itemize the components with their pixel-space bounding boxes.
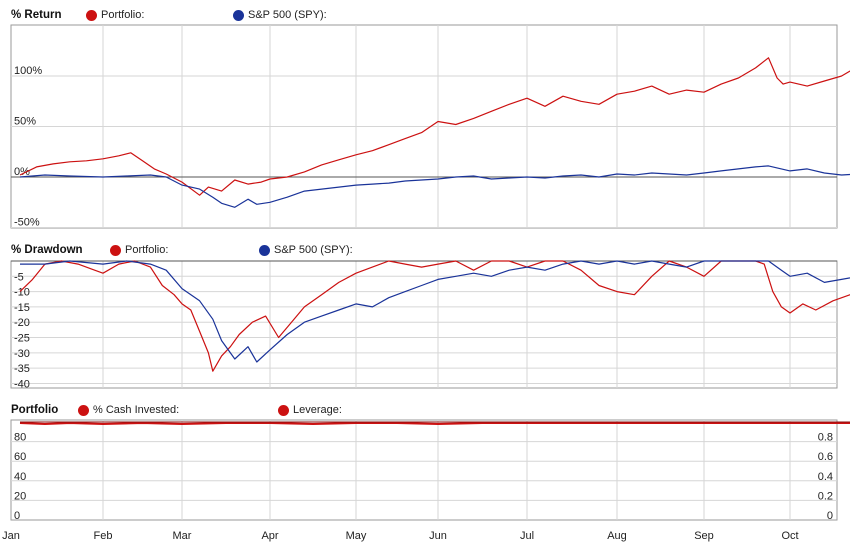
portfolio-y-tick-label-left: 0: [14, 510, 20, 522]
portfolio-y-tick-label-left: 80: [14, 432, 26, 444]
portfolio-legend: Portfolio % Cash Invested: Leverage:: [0, 402, 850, 418]
drawdown-legend-spy: S&P 500 (SPY):: [259, 244, 353, 256]
drawdown-y-tick-label: -10: [14, 287, 30, 299]
x-tick-label-jan: Jan: [2, 530, 20, 542]
x-tick-label-apr: Apr: [261, 530, 278, 542]
x-tick-label-feb: Feb: [94, 530, 113, 542]
portfolio-y-tick-label-right: 0: [827, 510, 833, 522]
drawdown-y-tick-label: -30: [14, 348, 30, 360]
portfolio-cash-invested-line: [19, 422, 850, 425]
portfolio-legend-cash: % Cash Invested:: [78, 404, 179, 416]
portfolio-legend-cash-label: % Cash Invested:: [93, 404, 180, 416]
return-spy-line: [19, 165, 850, 208]
drawdown-y-tick-label: -25: [14, 333, 30, 345]
return-title: % Return: [11, 9, 62, 21]
x-tick-label-jul: Jul: [520, 530, 534, 542]
portfolio-y-tick-label-right: 0.6: [818, 451, 833, 463]
drawdown-legend: % Drawdown Portfolio: S&P 500 (SPY):: [0, 242, 850, 258]
portfolio-y-tick-label-left: 40: [14, 471, 26, 483]
drawdown-y-tick-label: -15: [14, 302, 30, 314]
x-tick-label-may: May: [346, 530, 367, 542]
portfolio-dot-icon: [110, 244, 121, 256]
drawdown-panel-frame: [10, 260, 838, 389]
return-y-tick-label: 50%: [14, 116, 36, 128]
cash-dot-icon: [78, 404, 89, 416]
drawdown-spy-line: [20, 260, 850, 363]
drawdown-title: % Drawdown: [11, 244, 83, 256]
portfolio-panel-frame: [10, 419, 838, 521]
x-tick-label-sep: Sep: [694, 530, 714, 542]
leverage-dot-icon: [278, 404, 289, 416]
return-legend-spy-label: S&P 500 (SPY):: [248, 9, 327, 21]
x-tick-label-oct: Oct: [781, 530, 798, 542]
spy-dot-icon: [233, 9, 244, 21]
drawdown-portfolio-line: [19, 260, 850, 372]
portfolio-dot-icon: [86, 9, 97, 21]
drawdown-y-tick-label: -5: [14, 271, 24, 283]
return-legend-portfolio-label: Portfolio:: [101, 9, 145, 21]
return-legend-portfolio: Portfolio:: [86, 9, 144, 21]
drawdown-y-tick-label: -35: [14, 363, 30, 375]
portfolio-y-tick-label-right: 0.2: [818, 490, 833, 502]
return-legend: % Return Portfolio: S&P 500 (SPY):: [0, 7, 850, 23]
portfolio-y-tick-label-left: 60: [14, 451, 26, 463]
x-tick-label-aug: Aug: [607, 530, 627, 542]
drawdown-y-tick-label: -40: [14, 378, 30, 390]
drawdown-legend-portfolio: Portfolio:: [110, 244, 168, 256]
drawdown-legend-portfolio-label: Portfolio:: [125, 244, 169, 256]
portfolio-legend-leverage: Leverage:: [278, 404, 342, 416]
return-legend-spy: S&P 500 (SPY):: [233, 9, 327, 21]
x-tick-label-mar: Mar: [173, 530, 192, 542]
portfolio-legend-leverage-label: Leverage:: [293, 404, 342, 416]
drawdown-legend-spy-label: S&P 500 (SPY):: [274, 244, 353, 256]
return-y-tick-label: 100%: [14, 65, 42, 77]
return-y-tick-label: 0%: [14, 166, 30, 178]
spy-dot-icon: [259, 244, 270, 256]
x-tick-label-jun: Jun: [429, 530, 447, 542]
portfolio-y-tick-label-right: 0.8: [818, 432, 833, 444]
return-portfolio-line: [19, 57, 850, 196]
portfolio-title: Portfolio: [11, 404, 59, 416]
drawdown-y-tick-label: -20: [14, 317, 30, 329]
portfolio-y-tick-label-left: 20: [14, 490, 26, 502]
portfolio-y-tick-label-right: 0.4: [818, 471, 833, 483]
return-y-tick-label: -50%: [14, 217, 40, 229]
